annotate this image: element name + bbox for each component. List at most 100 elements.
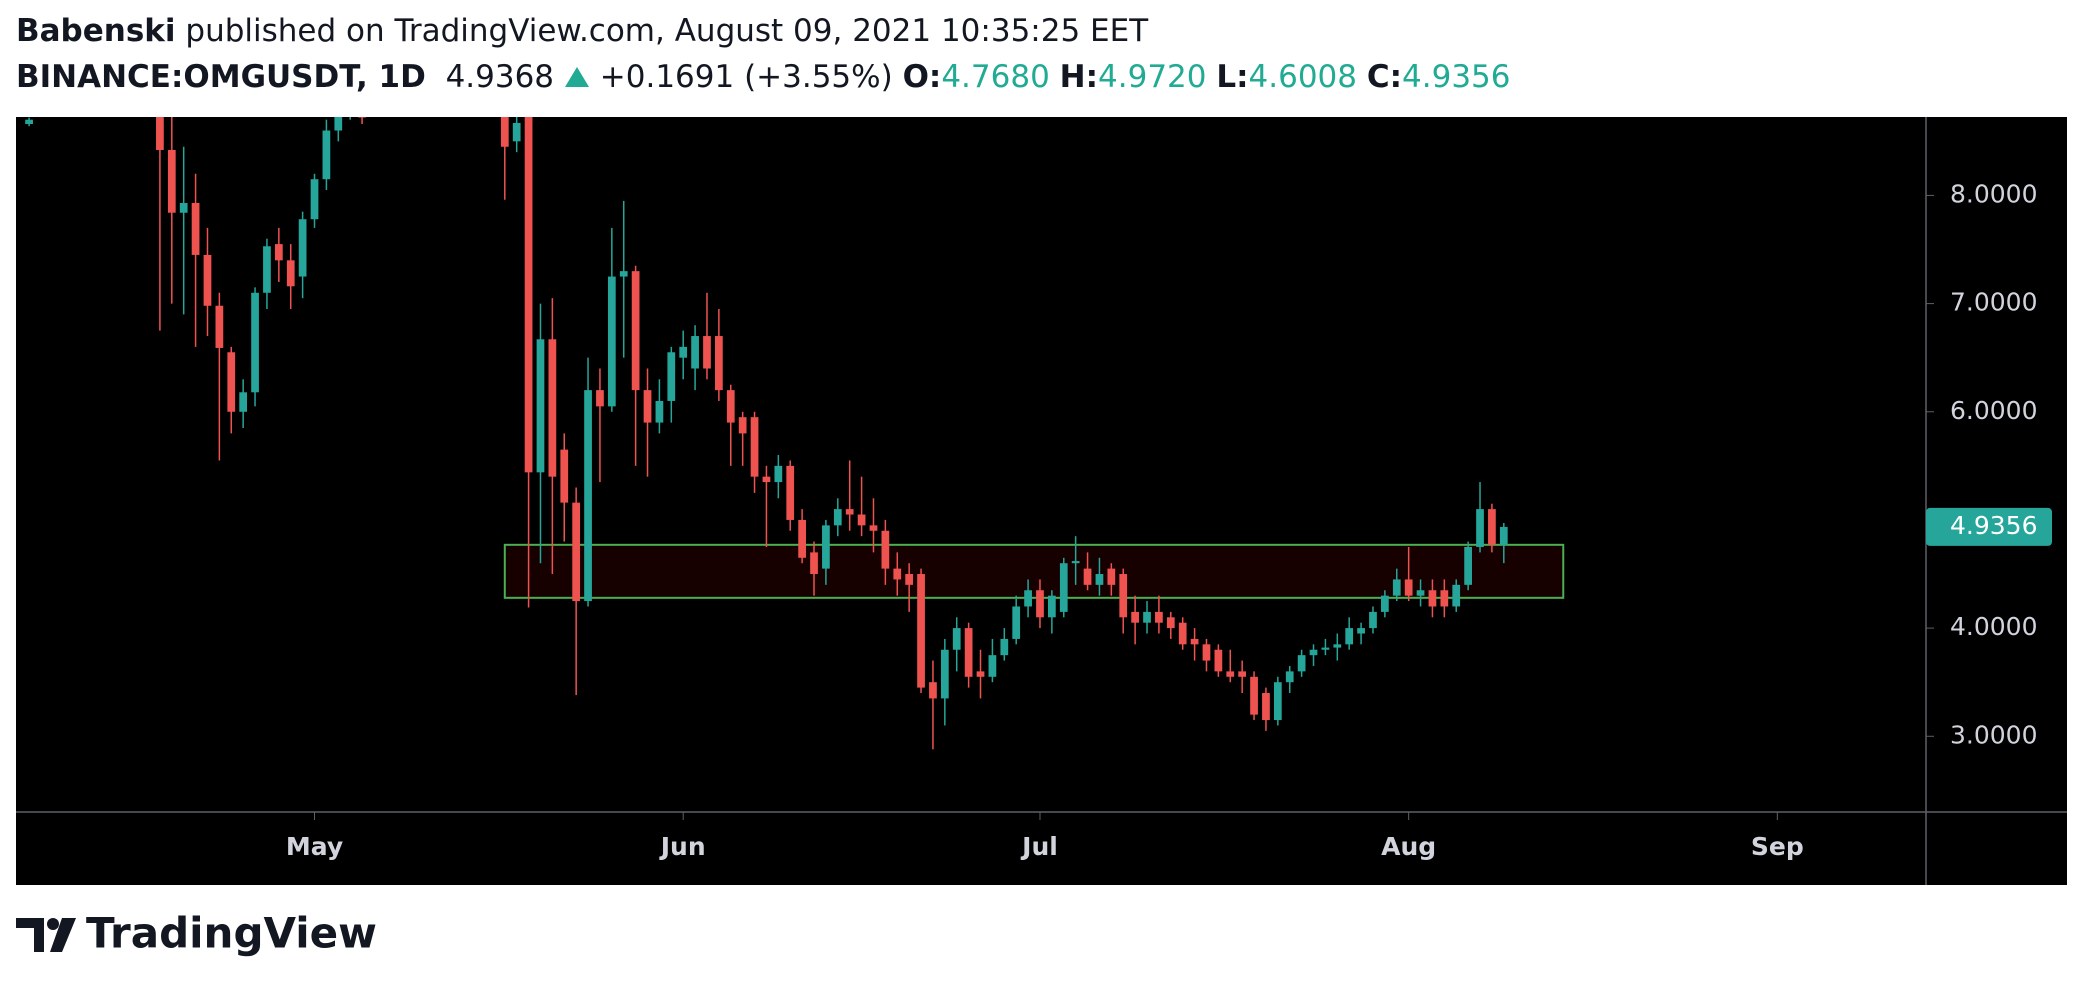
- candle-body: [536, 339, 545, 473]
- candle-body: [572, 502, 581, 602]
- candle-body: [1166, 617, 1175, 629]
- candle-body: [833, 509, 842, 526]
- candle-body: [1464, 546, 1472, 585]
- candle-body: [715, 336, 723, 391]
- candle-body: [786, 465, 795, 520]
- chart-background: [16, 117, 2067, 885]
- candle-body: [215, 305, 224, 348]
- candle-body: [655, 400, 664, 423]
- candle-body: [1202, 644, 1211, 661]
- ohlc-value: 4.6008: [1248, 59, 1357, 95]
- candle-body: [1428, 590, 1437, 607]
- author: Babenski: [16, 13, 176, 49]
- candle-body: [1381, 595, 1389, 612]
- ohlc-value: 4.7680: [941, 59, 1050, 95]
- candle-body: [25, 119, 33, 125]
- candle-body: [619, 271, 628, 277]
- candle-body: [1392, 579, 1401, 596]
- candle-body: [1190, 638, 1199, 645]
- candle-body: [1488, 509, 1496, 545]
- candle-body: [917, 574, 925, 688]
- candle-body: [1404, 579, 1413, 596]
- published: published on TradingView.com, August 09,…: [185, 13, 1149, 49]
- change: +0.1691 (+3.55%): [599, 59, 893, 95]
- candle-body: [810, 552, 818, 575]
- y-tick-label: 8.0000: [1950, 179, 2037, 208]
- candle-body: [1155, 611, 1163, 623]
- candle-body: [845, 509, 854, 515]
- x-tick-label: Jun: [659, 832, 706, 861]
- candle-body: [1000, 638, 1009, 656]
- candle-body: [1024, 590, 1032, 607]
- candle-body: [1499, 526, 1508, 546]
- candle-body: [798, 519, 806, 558]
- candle-body: [1238, 671, 1247, 677]
- candle-body: [762, 476, 771, 483]
- candle-body: [500, 117, 509, 147]
- candle-body: [1262, 693, 1270, 721]
- candle-body: [667, 352, 676, 401]
- candle-body: [239, 392, 248, 412]
- candle-body: [167, 149, 176, 213]
- candle-body: [631, 271, 640, 391]
- candle-body: [1214, 649, 1223, 672]
- x-tick-label: May: [286, 832, 343, 861]
- logo: [16, 918, 76, 952]
- candle-body: [726, 390, 735, 423]
- candle-body: [905, 574, 914, 585]
- candle-body: [203, 254, 212, 306]
- candle-body: [738, 417, 747, 434]
- header-line-2: BINANCE:OMGUSDT, 1D 4.9368 +0.1691 (+3.5…: [16, 54, 1511, 100]
- candle-body: [822, 525, 830, 569]
- candle-body: [1285, 671, 1294, 683]
- candle-body: [263, 246, 271, 293]
- candle-body: [251, 292, 259, 393]
- candle-body: [1083, 568, 1092, 585]
- candle-body: [358, 117, 366, 118]
- ohlc-label: H:: [1059, 59, 1099, 95]
- candle-body: [988, 655, 997, 677]
- y-tick-label: 7.0000: [1950, 288, 2037, 317]
- candle-body: [964, 628, 973, 677]
- candle-body: [976, 671, 985, 677]
- candle-body: [560, 449, 569, 503]
- candle-body: [1369, 611, 1377, 629]
- candle-body: [274, 244, 283, 261]
- candle-body: [857, 514, 866, 526]
- candle-body: [1131, 611, 1139, 623]
- candle-body: [1345, 628, 1354, 645]
- candle-body: [1048, 595, 1056, 618]
- candle-body: [524, 117, 533, 473]
- candle-body: [643, 390, 652, 423]
- candle-body: [298, 219, 307, 277]
- candle-body: [334, 117, 343, 131]
- header: Babenski published on TradingView.com, A…: [16, 8, 1511, 100]
- price: 4.9368: [445, 59, 555, 95]
- candle-body: [940, 649, 949, 699]
- candle-body: [703, 336, 711, 369]
- candle-body: [1452, 584, 1461, 607]
- candle-body: [893, 568, 902, 580]
- y-tick-label: 6.0000: [1950, 396, 2037, 425]
- candle-body: [227, 352, 236, 412]
- candle-body: [774, 465, 783, 483]
- x-tick-label: Aug: [1381, 832, 1436, 861]
- candle-body: [881, 530, 890, 569]
- candle-body: [1178, 622, 1187, 645]
- candle-body: [952, 628, 961, 650]
- x-tick-label: Jul: [1020, 832, 1058, 861]
- candle-body: [1119, 574, 1128, 618]
- ohlc-label: L:: [1216, 59, 1249, 95]
- candle-body: [346, 55, 354, 98]
- plot-area: [25, 55, 1565, 750]
- last-price-label: 4.9356: [1950, 511, 2037, 540]
- ohlc-value: 4.9356: [1402, 59, 1511, 95]
- candle-body: [584, 390, 592, 602]
- candle-body: [322, 130, 331, 180]
- candle-body: [869, 525, 878, 531]
- candle-body: [156, 117, 164, 150]
- candle-body: [596, 390, 604, 407]
- ohlc-label: O:: [902, 59, 942, 95]
